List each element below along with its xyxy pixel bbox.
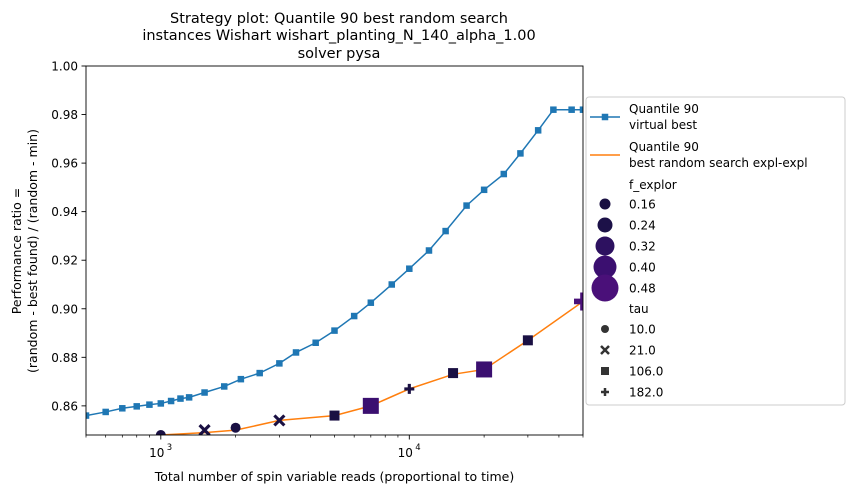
legend-label: 0.32 xyxy=(629,240,656,254)
series-point xyxy=(256,369,263,377)
series-point xyxy=(133,403,140,410)
y-tick-label: 0.86 xyxy=(51,399,78,413)
scatter-point xyxy=(574,292,583,311)
legend-section-title: f_explor xyxy=(629,178,677,192)
series-point xyxy=(331,327,338,334)
y-tick-label: 1.00 xyxy=(51,60,78,74)
legend-label: 106.0 xyxy=(629,365,663,379)
series-point xyxy=(167,397,175,405)
legend-tau-marker xyxy=(601,325,609,333)
y-tick-label: 0.90 xyxy=(51,302,78,316)
scatter-point xyxy=(448,368,459,379)
x-tick-label: 10 xyxy=(149,446,164,460)
title-line: Strategy plot: Quantile 90 best random s… xyxy=(170,11,508,27)
y-axis: 0.86 0.88 0.90 0.92 0.94 0.96 0.98 1.00 Performa… xyxy=(9,60,86,413)
legend: Quantile 90 virtual best Quantile 90 best… xyxy=(585,96,846,406)
x-tick-label: 10 xyxy=(398,446,413,460)
scatter-point xyxy=(198,424,211,435)
legend-f-explor-marker xyxy=(597,217,613,233)
series-point xyxy=(388,281,396,288)
scatter-point xyxy=(404,383,415,394)
series-point xyxy=(146,401,153,408)
legend-f-explor-marker xyxy=(591,274,619,302)
scatter-point xyxy=(230,422,241,433)
series-point xyxy=(480,186,488,194)
legend-section-title: tau xyxy=(629,302,649,316)
legend-label: 0.48 xyxy=(629,282,656,296)
legend-f-explor-marker xyxy=(599,198,611,210)
title-line: solver pysa xyxy=(298,46,381,62)
series-point xyxy=(220,383,228,390)
legend-label: best random search expl-expl xyxy=(629,156,808,170)
legend-f-explor-marker xyxy=(593,255,617,279)
legend-label: 0.16 xyxy=(629,198,656,212)
y-tick-label: 0.94 xyxy=(51,205,78,219)
series-point xyxy=(237,375,245,383)
scatter-point xyxy=(522,335,533,346)
y-tick-label: 0.96 xyxy=(51,157,78,171)
scatter-point xyxy=(362,397,379,414)
series-point xyxy=(500,170,508,178)
legend-label: Quantile 90 xyxy=(629,140,699,154)
series-point xyxy=(550,106,557,113)
y-axis-label: (random - best found) / (random - min) xyxy=(25,129,40,373)
legend-f-explor-marker xyxy=(595,236,615,256)
legend-label: 0.24 xyxy=(629,219,656,233)
series-point xyxy=(568,106,575,113)
series-point xyxy=(201,389,208,396)
series-line xyxy=(86,108,583,417)
scatter-point xyxy=(476,361,493,378)
series-point xyxy=(367,299,375,306)
legend-tau-marker xyxy=(601,388,609,396)
series-point xyxy=(463,202,470,209)
y-tick-label: 0.88 xyxy=(51,351,78,365)
legend-marker-virtual-best xyxy=(601,113,609,121)
series-point xyxy=(102,408,109,416)
series-line xyxy=(160,300,583,435)
legend-label: Quantile 90 xyxy=(629,102,699,116)
legend-label: 182.0 xyxy=(629,386,663,400)
series-point xyxy=(442,227,449,235)
scatter-point xyxy=(329,410,340,421)
series-point xyxy=(119,405,126,412)
legend-tau-marker xyxy=(600,345,610,355)
series-point xyxy=(534,127,542,134)
series-point xyxy=(425,247,433,254)
series-point xyxy=(292,349,300,356)
series-point xyxy=(517,150,524,157)
plot-content xyxy=(86,106,583,435)
legend-label: virtual best xyxy=(629,118,697,132)
y-tick-label: 0.98 xyxy=(51,108,78,122)
series-point xyxy=(276,360,283,367)
series-point xyxy=(312,339,319,346)
legend-tau-marker xyxy=(601,367,609,375)
y-tick-label: 0.92 xyxy=(51,254,78,268)
legend-label: 21.0 xyxy=(629,344,656,358)
series-point xyxy=(350,312,358,320)
scatter-point xyxy=(155,430,166,435)
title-line: instances Wishart wishart_planting_N_140… xyxy=(142,28,535,44)
series-point xyxy=(157,400,165,407)
legend-box xyxy=(585,96,846,406)
x-axis-label: Total number of spin variable reads (pro… xyxy=(154,469,515,484)
series-point xyxy=(185,394,193,401)
chart-title: Strategy plot: Quantile 90 best random s… xyxy=(142,11,535,62)
series-point xyxy=(406,265,413,272)
plot-area xyxy=(85,65,584,436)
legend-label: 0.40 xyxy=(629,261,656,275)
legend-label: 10.0 xyxy=(629,323,656,337)
series-point xyxy=(579,106,583,113)
x-tick-exponent: 3 xyxy=(167,443,172,453)
x-tick-exponent: 4 xyxy=(415,443,420,453)
scatter-point xyxy=(273,414,286,427)
y-axis-label: Performance ratio = xyxy=(9,188,24,314)
axes-frame xyxy=(85,65,584,436)
series-point xyxy=(86,412,90,419)
series-point xyxy=(177,395,184,402)
